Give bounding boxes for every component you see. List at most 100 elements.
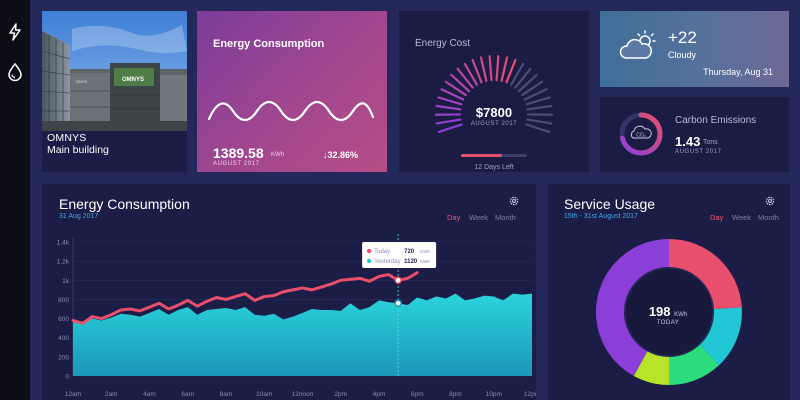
y-tick-label: 800 bbox=[58, 297, 69, 304]
energy-cost-card[interactable]: Energy Cost $7800 AUGUST 2017 12 Days Le… bbox=[399, 11, 589, 172]
gauge-tick bbox=[440, 88, 465, 101]
tooltip-yesterday-label: Yesterday bbox=[374, 259, 400, 265]
gauge-tick bbox=[479, 56, 488, 82]
donut-segment bbox=[699, 307, 742, 366]
y-tick-label: 0 bbox=[65, 374, 69, 381]
gear-icon[interactable] bbox=[508, 195, 520, 207]
tooltip-yesterday-dot bbox=[366, 258, 372, 264]
gauge-tick bbox=[525, 96, 551, 106]
x-tick-label: 8pm bbox=[449, 391, 462, 398]
y-tick-label: 1k bbox=[62, 278, 70, 285]
donut-segment bbox=[669, 344, 719, 385]
carbon-value: 1.43 bbox=[675, 134, 701, 149]
water-drop-icon[interactable] bbox=[5, 62, 25, 82]
energy-chart-card: Energy Consumption 31 Aug 2017 Day Week … bbox=[42, 184, 536, 400]
x-tick-label: 12pm bbox=[524, 391, 536, 398]
gear-icon[interactable] bbox=[764, 195, 776, 207]
x-tick-label: 2pm bbox=[334, 391, 347, 398]
service-title: Service Usage bbox=[564, 196, 656, 212]
cost-days-left: 12 Days Left bbox=[474, 164, 514, 171]
series-today-line bbox=[71, 271, 419, 325]
carbon-date: AUGUST 2017 bbox=[675, 149, 722, 155]
tab-month[interactable]: Month bbox=[495, 213, 516, 222]
cost-progress-bar bbox=[461, 154, 527, 157]
co2-badge: CO₂ bbox=[636, 133, 646, 139]
gauge-tick bbox=[444, 80, 467, 97]
weather-temperature: +22 bbox=[668, 28, 697, 47]
y-tick-label: 600 bbox=[58, 316, 69, 323]
x-tick-label: 12am bbox=[65, 391, 81, 398]
service-value-unit: KWh bbox=[674, 312, 688, 318]
consumption-sparkline bbox=[207, 100, 375, 122]
tooltip-yesterday-value: 1120 bbox=[404, 259, 418, 265]
cost-date: AUGUST 2017 bbox=[470, 121, 518, 127]
y-tick-label: 400 bbox=[58, 335, 69, 342]
arrow-down-icon: ↓ bbox=[323, 150, 328, 160]
cost-gauge bbox=[434, 55, 554, 134]
carbon-emissions-card[interactable]: CO₂ Carbon Emissions 1.43 Tons AUGUST 20… bbox=[600, 97, 789, 172]
tab-week[interactable]: Week bbox=[732, 213, 752, 222]
tooltip-today-label: Today bbox=[374, 249, 390, 255]
tooltip-today-dot bbox=[366, 248, 372, 254]
lightning-icon[interactable] bbox=[5, 22, 25, 42]
tab-day[interactable]: Day bbox=[710, 213, 724, 222]
svg-text:ΩNYS: ΩNYS bbox=[76, 79, 88, 84]
gauge-tick bbox=[488, 55, 493, 82]
consumption-unit: KWh bbox=[271, 152, 285, 158]
weather-card[interactable]: +22 Cloudy Thursday, Aug 31 bbox=[600, 11, 789, 87]
tooltip-today-unit: KWh bbox=[420, 249, 430, 254]
gauge-tick bbox=[437, 123, 463, 134]
building-subtitle: Main building bbox=[47, 144, 109, 156]
energy-consumption-card[interactable]: Energy Consumption 1389.58 KWh AUGUST 20… bbox=[197, 11, 387, 172]
cost-card-title: Energy Cost bbox=[415, 38, 471, 49]
donut-segment bbox=[596, 239, 669, 376]
weather-date: Thursday, Aug 31 bbox=[703, 67, 773, 77]
cloud-icon bbox=[630, 125, 652, 139]
sidebar bbox=[0, 0, 30, 400]
gauge-tick bbox=[525, 123, 551, 134]
cost-value: $7800 bbox=[475, 105, 513, 120]
x-tick-label: 2am bbox=[105, 391, 118, 398]
gauge-tick bbox=[505, 58, 517, 84]
series-yesterday-area bbox=[73, 293, 532, 376]
y-tick-label: 200 bbox=[58, 354, 69, 361]
building-photo: OMNYS ΩNYS bbox=[42, 11, 187, 131]
consumption-change-value: 32.86% bbox=[327, 150, 359, 160]
cost-progress-fill bbox=[461, 154, 502, 157]
tooltip-point-today bbox=[394, 276, 402, 285]
gauge-tick bbox=[435, 104, 462, 111]
gauge-tick bbox=[471, 58, 483, 84]
service-usage-card: Service Usage 15th - 31st August 2017 Da… bbox=[548, 184, 790, 400]
consumption-date: AUGUST 2017 bbox=[213, 161, 260, 167]
tab-week[interactable]: Week bbox=[469, 213, 489, 222]
gauge-tick bbox=[526, 118, 553, 125]
building-sign: OMNYS bbox=[122, 77, 144, 83]
gauge-tick bbox=[510, 62, 525, 86]
service-donut-chart[interactable] bbox=[548, 184, 790, 400]
x-tick-label: 6am bbox=[181, 391, 194, 398]
tooltip-today-value: 720 bbox=[404, 249, 415, 255]
carbon-unit: Tons bbox=[703, 139, 718, 146]
gauge-tick bbox=[463, 62, 478, 86]
service-label: TODAY bbox=[656, 320, 680, 326]
x-tick-label: 10pm bbox=[486, 391, 502, 398]
carbon-ring: CO₂ bbox=[619, 112, 663, 156]
x-tick-label: 6pm bbox=[411, 391, 424, 398]
weather-condition: Cloudy bbox=[668, 50, 697, 60]
consumption-card-title: Energy Consumption bbox=[213, 38, 325, 50]
tab-month[interactable]: Month bbox=[758, 213, 779, 222]
service-value-number: 198 bbox=[648, 304, 671, 319]
service-date: 15th - 31st August 2017 bbox=[564, 213, 638, 220]
tooltip-box bbox=[362, 242, 437, 268]
building-card[interactable]: OMNYS ΩNYS OMNYS Main building bbox=[42, 11, 187, 172]
service-value: 198 KWh bbox=[628, 304, 708, 319]
gauge-tick bbox=[435, 118, 462, 125]
energy-area-chart[interactable]: 0 200 400 600 800 1k 1.2k 1.4k 12am 2am 4am 6am 8am 1… bbox=[42, 228, 536, 400]
x-tick-label: 8am bbox=[220, 391, 233, 398]
gauge-tick bbox=[495, 55, 500, 82]
gauge-tick bbox=[526, 104, 553, 111]
tab-day[interactable]: Day bbox=[447, 213, 461, 222]
gauge-tick bbox=[523, 88, 548, 101]
y-tick-label: 1.2k bbox=[57, 259, 70, 266]
gauge-tick bbox=[437, 96, 463, 106]
